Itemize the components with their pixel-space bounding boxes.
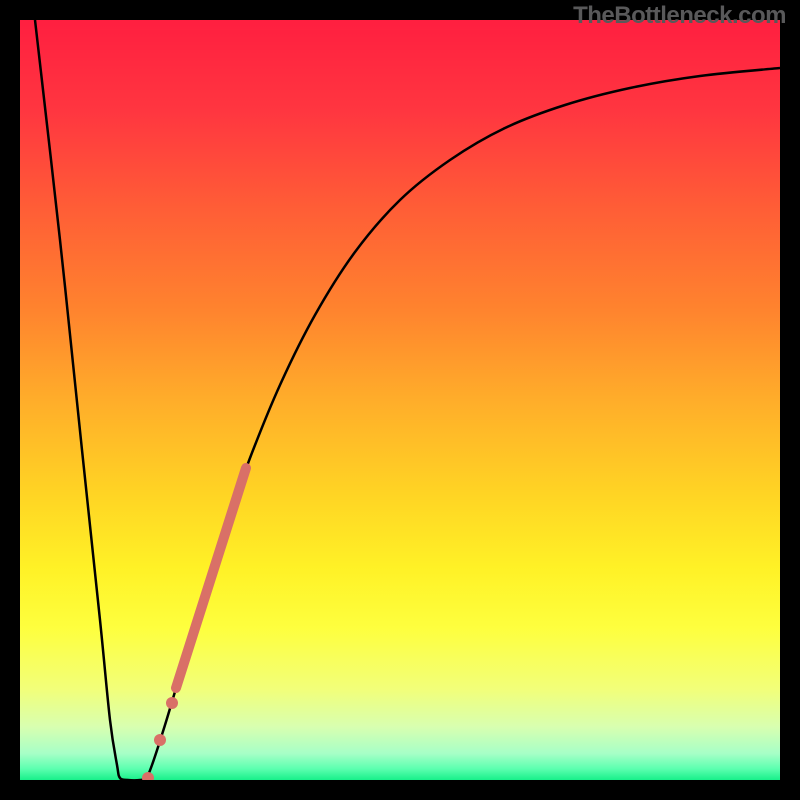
marker-dot (166, 697, 178, 709)
plot-area (20, 20, 780, 780)
marker-dot (154, 734, 166, 746)
chart-frame: TheBottleneck.com (0, 0, 800, 800)
watermark-text: TheBottleneck.com (573, 2, 786, 30)
chart-svg (20, 20, 780, 780)
gradient-background (20, 20, 780, 780)
